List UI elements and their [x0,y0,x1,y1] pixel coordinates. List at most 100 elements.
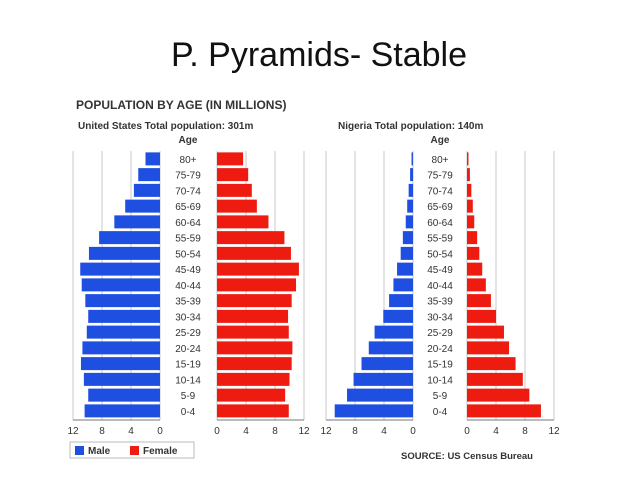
us-female-tick-label: 0 [214,426,220,437]
figure-heading: POPULATION BY AGE (IN MILLIONS) [76,98,286,112]
nigeria-female-bar [467,388,530,402]
nigeria-female-bar [467,152,469,166]
nigeria-female-bar [467,215,475,229]
nigeria-age-label: 65-69 [427,202,453,213]
us-male-bar [84,404,160,418]
us-male-bar [125,199,160,213]
us-age-label: 35-39 [175,297,201,308]
nigeria-age-label: 60-64 [427,218,453,229]
us-female-bar [217,183,252,197]
us-age-header: Age [179,135,198,146]
nigeria-male-bar [393,278,413,292]
nigeria-female-bar [467,341,510,355]
nigeria-female-bar [467,278,486,292]
us-pyramid: 80+75-7970-7465-6960-6455-5950-5445-4940… [67,151,310,437]
us-male-bar [82,341,160,355]
us-male-bar [88,309,160,323]
us-male-bar [133,183,160,197]
us-male-tick-label: 4 [128,426,134,437]
us-male-bar [80,357,160,371]
nigeria-female-bar [467,199,473,213]
nigeria-age-label: 80+ [432,155,449,166]
nigeria-age-label: 55-59 [427,234,453,245]
nigeria-age-label: 45-49 [427,265,453,276]
nigeria-male-bar [405,215,413,229]
us-male-tick-label: 8 [99,426,105,437]
nigeria-female-bar [467,309,496,323]
nigeria-age-label: 50-54 [427,249,453,260]
nigeria-male-bar [347,388,413,402]
us-age-label: 0-4 [181,407,196,418]
us-female-bar [217,341,293,355]
nigeria-age-header: Age [431,135,450,146]
nigeria-female-bar [467,294,491,308]
us-male-bar [99,231,160,245]
us-male-bar [138,168,160,182]
us-age-label: 75-79 [175,171,201,182]
nigeria-male-bar [408,183,413,197]
nigeria-age-label: 25-29 [427,328,453,339]
nigeria-male-bar [353,372,413,386]
us-female-tick-label: 12 [298,426,310,437]
us-female-bar [217,309,289,323]
legend-male-swatch [75,446,84,455]
nigeria-female-bar [467,246,480,260]
nigeria-male-bar [368,341,413,355]
nigeria-male-bar [334,404,413,418]
us-age-label: 65-69 [175,202,201,213]
us-age-label: 60-64 [175,218,201,229]
nigeria-age-label: 20-24 [427,344,453,355]
us-female-bar [217,215,269,229]
nigeria-female-bar [467,357,516,371]
legend-male-label: Male [88,446,111,457]
us-age-label: 10-14 [175,375,201,386]
nigeria-male-bar [410,168,413,182]
nigeria-male-tick-label: 0 [410,426,416,437]
nigeria-age-label: 0-4 [433,407,448,418]
us-female-bar [217,325,289,339]
us-male-bar [83,372,160,386]
nigeria-male-bar [361,357,413,371]
legend: Male Female [69,441,195,459]
us-male-bar [88,246,160,260]
nigeria-female-tick-label: 0 [464,426,470,437]
nigeria-male-bar [407,199,413,213]
us-female-bar [217,294,292,308]
nigeria-male-bar [400,246,413,260]
us-female-bar [217,231,285,245]
us-female-bar [217,199,257,213]
nigeria-male-bar [397,262,413,276]
us-age-label: 50-54 [175,249,201,260]
nigeria-female-bar [467,183,472,197]
us-male-tick-label: 0 [157,426,163,437]
us-age-label: 25-29 [175,328,201,339]
us-female-tick-label: 8 [272,426,278,437]
us-male-bar [88,388,160,402]
nigeria-age-label: 5-9 [433,391,448,402]
nigeria-female-bar [467,262,483,276]
nigeria-female-bar [467,372,523,386]
nigeria-age-label: 35-39 [427,297,453,308]
nigeria-male-bar [402,231,413,245]
us-female-bar [217,404,289,418]
source-note: SOURCE: US Census Bureau [401,451,533,462]
us-age-label: 30-34 [175,312,201,323]
legend-female-label: Female [143,446,178,457]
nigeria-age-label: 15-19 [427,360,453,371]
us-female-bar [217,168,249,182]
nigeria-age-label: 75-79 [427,171,453,182]
nigeria-female-bar [467,404,541,418]
nigeria-female-tick-label: 4 [493,426,499,437]
nigeria-age-label: 70-74 [427,186,453,197]
nigeria-age-label: 30-34 [427,312,453,323]
us-age-label: 15-19 [175,360,201,371]
us-female-bar [217,262,299,276]
us-age-label: 80+ [180,155,197,166]
us-age-label: 20-24 [175,344,201,355]
nigeria-female-bar [467,325,504,339]
us-chart-title: United States Total population: 301m [78,121,253,132]
us-male-bar [86,325,160,339]
nigeria-male-tick-label: 8 [352,426,358,437]
us-age-label: 40-44 [175,281,201,292]
